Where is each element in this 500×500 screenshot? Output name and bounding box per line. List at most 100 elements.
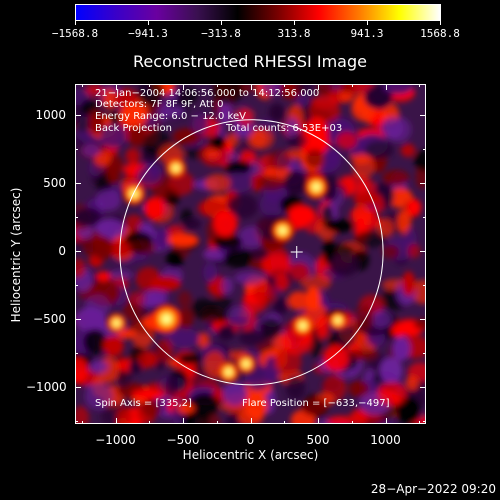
axis-tick-mark: [183, 421, 184, 424]
bright-source: [328, 311, 348, 330]
noise-blob: [109, 269, 133, 280]
y-tick-label: −1000: [26, 380, 67, 395]
colorbar-tick-label: 313.8: [277, 27, 311, 40]
noise-blob: [336, 131, 358, 150]
x-tick-label: 1000: [370, 433, 401, 447]
axis-tick-mark: [423, 217, 426, 219]
render-timestamp: 28−Apr−2022 09:20: [370, 482, 496, 496]
noise-blob: [210, 135, 226, 150]
noise-blob: [107, 163, 121, 185]
axis-tick-mark: [183, 84, 184, 90]
axis-tick-mark: [284, 84, 286, 87]
annotation-spin-axis: Spin Axis = [335,2]: [95, 398, 192, 409]
bright-source: [292, 315, 314, 336]
x-tick-label: 500: [306, 433, 330, 447]
noise-blob: [300, 274, 332, 291]
axis-tick-mark: [423, 115, 426, 117]
noise-blob: [227, 316, 251, 327]
noise-blob: [103, 335, 124, 357]
noise-blob: [212, 85, 243, 105]
axis-tick-mark: [115, 84, 117, 87]
noise-blob: [76, 357, 89, 384]
noise-blob: [84, 294, 111, 318]
noise-blob: [222, 381, 248, 406]
noise-blob: [288, 262, 310, 281]
noise-blob: [395, 396, 421, 423]
colorbar-tick-mark: [294, 21, 295, 25]
noise-blob: [364, 140, 394, 160]
noise-blob: [85, 85, 104, 97]
axis-tick-mark: [250, 421, 252, 424]
axis-tick-mark: [385, 84, 387, 90]
noise-blob: [352, 154, 375, 179]
noise-blob: [94, 218, 126, 241]
axis-tick-mark: [75, 319, 81, 321]
colorbar-tick-mark: [367, 21, 368, 25]
axis-tick-mark: [318, 84, 319, 87]
axis-tick-mark: [423, 149, 426, 151]
noise-blob: [165, 374, 178, 397]
axis-tick-mark: [75, 115, 78, 117]
axis-tick-mark: [81, 421, 83, 424]
colorbar-tick-mark: [75, 21, 76, 25]
noise-blob: [274, 348, 302, 376]
noise-blob: [143, 197, 166, 220]
noise-blob: [164, 105, 185, 118]
noise-blob: [137, 85, 165, 107]
noise-blob: [82, 143, 101, 158]
noise-blob: [261, 85, 284, 96]
noise-blob: [405, 375, 419, 391]
noise-blob: [245, 391, 268, 420]
axis-tick-mark: [75, 251, 78, 253]
noise-blob: [168, 328, 200, 349]
noise-blob: [351, 408, 368, 423]
noise-blob: [117, 328, 136, 339]
noise-blob: [183, 411, 211, 423]
colorbar-tick-label: −1568.8: [51, 27, 99, 40]
noise-blob: [308, 100, 341, 123]
plot-area: 21−Jan−2004 14:06:56.000 to 14:12:56.000…: [75, 84, 426, 424]
bright-source: [218, 361, 239, 383]
axis-tick-mark: [115, 84, 117, 90]
x-tick-label: −500: [166, 433, 200, 447]
noise-blob: [238, 108, 253, 127]
axis-tick-mark: [75, 387, 78, 389]
noise-blob: [176, 87, 198, 104]
y-tick-label: 0: [58, 244, 66, 259]
noise-blob: [149, 276, 182, 292]
noise-blob: [204, 148, 220, 160]
noise-blob: [76, 406, 89, 423]
axis-tick-mark: [250, 84, 252, 90]
noise-blob: [87, 109, 105, 135]
noise-blob: [322, 344, 349, 372]
noise-blob: [382, 244, 400, 259]
chart-title: Reconstructed RHESSI Image: [133, 52, 367, 71]
axis-tick-mark: [75, 319, 78, 321]
noise-blob: [191, 298, 216, 320]
annotation-energy: Energy Range: 6.0 − 12.0 keV: [95, 111, 246, 122]
axis-tick-mark: [385, 84, 387, 87]
axis-tick-mark: [351, 421, 353, 424]
noise-blob: [295, 85, 313, 95]
colorbar-tick-mark: [440, 21, 441, 25]
noise-blob: [267, 149, 292, 171]
noise-blob: [316, 85, 333, 97]
heatmap-svg: [76, 85, 425, 423]
noise-blob: [213, 234, 243, 250]
noise-blob: [260, 317, 282, 339]
noise-blob: [268, 103, 285, 122]
noise-blob: [321, 204, 334, 229]
noise-blob: [217, 324, 236, 341]
axis-tick-mark: [183, 84, 184, 87]
axis-tick-mark: [419, 84, 421, 87]
y-axis-label: Heliocentric Y (arcsec): [9, 187, 23, 323]
noise-blob: [96, 189, 121, 211]
solar-limb-circle: [119, 119, 384, 386]
noise-blob: [115, 407, 133, 423]
noise-blob: [138, 222, 153, 234]
noise-blob: [128, 123, 146, 147]
noise-blob: [296, 94, 310, 107]
axis-tick-mark: [115, 421, 117, 424]
noise-blob: [223, 248, 253, 269]
colorbar: [75, 4, 441, 21]
